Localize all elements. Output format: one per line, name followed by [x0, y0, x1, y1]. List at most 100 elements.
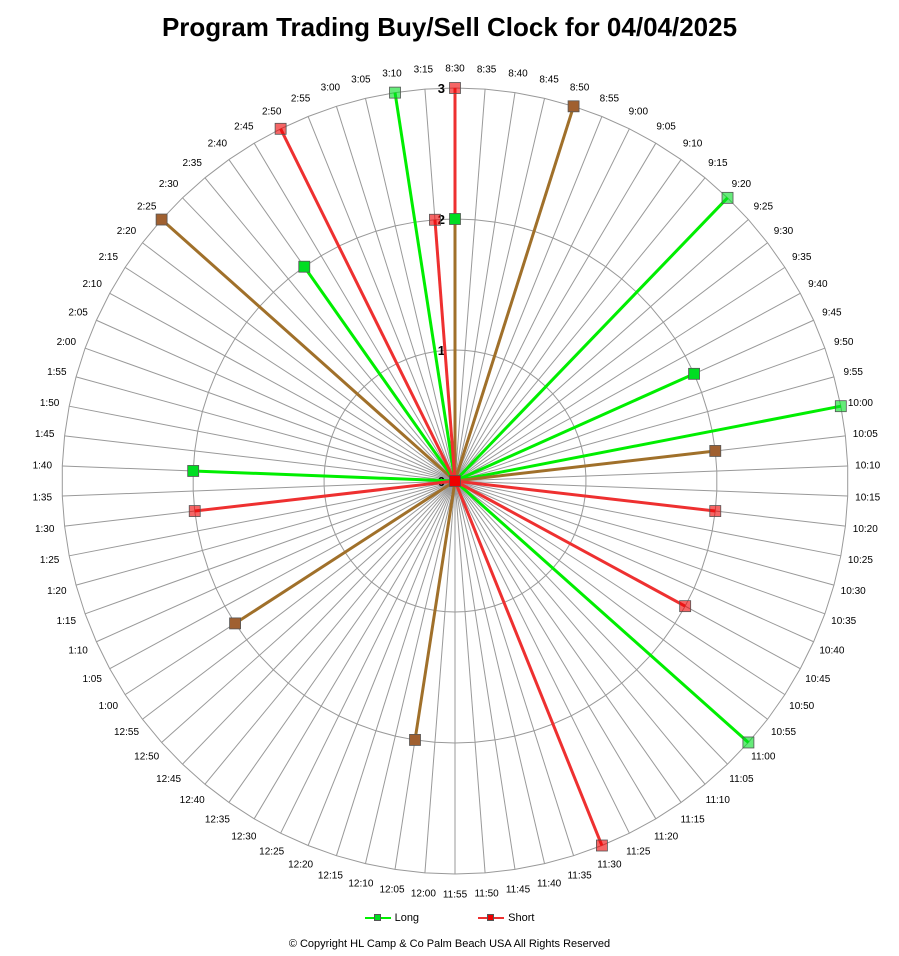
grid-spoke	[424, 480, 456, 873]
series-markers	[155, 82, 847, 852]
category-label: 9:20	[732, 179, 752, 190]
long-line	[454, 372, 695, 483]
grid-spoke	[454, 266, 786, 482]
grid-spoke	[454, 480, 516, 870]
short-line	[453, 480, 604, 847]
grid-spoke	[454, 480, 657, 820]
grid-spoke	[142, 480, 456, 720]
category-label: 1:05	[82, 674, 102, 685]
grid-spoke	[454, 480, 768, 720]
grid-spoke	[454, 465, 848, 482]
short-marker	[596, 839, 608, 852]
long-line	[303, 265, 457, 482]
legend-long-label: Long	[394, 912, 420, 924]
grid-spoke	[96, 480, 456, 643]
legend-long-swatch	[364, 913, 391, 923]
category-label: 10:45	[805, 674, 830, 685]
grid-spoke	[204, 177, 456, 482]
grid-spoke	[253, 142, 456, 482]
grid-spoke	[228, 480, 456, 803]
category-label: 1:00	[99, 701, 119, 712]
grid-spoke	[454, 480, 575, 856]
grid-spoke	[142, 242, 456, 482]
category-label: 11:15	[680, 814, 705, 825]
grid-spoke	[454, 480, 835, 586]
grid-spoke	[75, 376, 456, 482]
grid-spoke	[454, 219, 749, 482]
legend-item-long: Long	[364, 912, 420, 924]
grid-spoke	[454, 347, 826, 482]
category-label: 11:45	[506, 885, 531, 896]
category-label: 12:25	[259, 847, 284, 858]
category-label: 2:35	[182, 158, 202, 169]
grid-spoke	[335, 106, 456, 482]
long-marker	[688, 367, 700, 380]
category-label: 12:20	[288, 860, 313, 871]
radial-tick-label: 2	[438, 212, 445, 227]
category-label: 1:30	[35, 524, 55, 535]
category-label: 2:45	[234, 122, 254, 133]
overlap-line	[160, 218, 456, 483]
category-label: 2:05	[68, 308, 88, 319]
short-line	[194, 479, 456, 513]
long-marker	[298, 260, 311, 273]
category-label: 2:30	[159, 179, 179, 190]
legend-item-short: Short	[478, 912, 534, 924]
legend-short-label: Short	[508, 912, 535, 924]
category-label: 10:25	[848, 555, 873, 566]
category-label: 1:15	[57, 616, 77, 627]
category-label: 9:40	[808, 279, 828, 290]
short-marker	[449, 82, 461, 94]
category-label: 12:50	[134, 751, 159, 762]
grid-spoke	[364, 98, 456, 482]
overlap-line	[234, 479, 456, 625]
grid-spoke	[84, 480, 456, 615]
category-label: 12:30	[231, 832, 256, 843]
category-label: 2:40	[208, 139, 228, 150]
category-label: 9:10	[683, 139, 703, 150]
overlap-marker	[567, 100, 580, 113]
category-label: 11:50	[474, 888, 499, 899]
category-label: 3:10	[382, 68, 402, 79]
category-label: 9:25	[754, 202, 774, 213]
category-label: 9:35	[792, 252, 812, 263]
category-label: 12:45	[156, 774, 181, 785]
grid-spoke	[454, 292, 801, 482]
category-label: 9:05	[656, 122, 676, 133]
category-label: 3:00	[321, 83, 341, 94]
category-label: 1:55	[47, 367, 67, 378]
grid-spoke	[454, 98, 546, 482]
category-label: 2:55	[291, 93, 311, 104]
grid-spoke	[307, 480, 456, 846]
grid-spoke	[253, 480, 456, 820]
category-label: 8:40	[508, 68, 528, 79]
grid-spoke	[69, 405, 456, 482]
category-label: 9:00	[629, 106, 649, 117]
category-label: 10:10	[855, 461, 880, 472]
category-label: 1:25	[40, 555, 60, 566]
category-label: 10:00	[848, 398, 873, 409]
grid-spoke	[109, 292, 456, 482]
category-label: 1:45	[35, 429, 55, 440]
grid-spoke	[335, 480, 456, 856]
grid-spoke	[454, 480, 841, 557]
grid-spoke	[62, 480, 456, 497]
category-label: 2:20	[117, 226, 137, 237]
long-line	[453, 196, 729, 483]
category-label: 12:15	[318, 870, 343, 881]
category-label: 9:15	[708, 158, 728, 169]
category-label: 2:10	[82, 279, 102, 290]
category-label: 10:50	[789, 701, 814, 712]
center-marker	[449, 475, 461, 487]
category-label: 1:10	[68, 645, 88, 656]
grid-spoke	[96, 319, 456, 482]
grid-spoke	[454, 242, 768, 482]
grid-spoke	[454, 89, 486, 482]
overlap-marker	[709, 445, 722, 457]
category-label: 11:20	[654, 832, 679, 843]
category-label: 12:00	[411, 888, 436, 899]
long-marker	[721, 191, 734, 204]
category-label: 10:15	[855, 492, 880, 503]
category-label: 2:50	[262, 106, 282, 117]
